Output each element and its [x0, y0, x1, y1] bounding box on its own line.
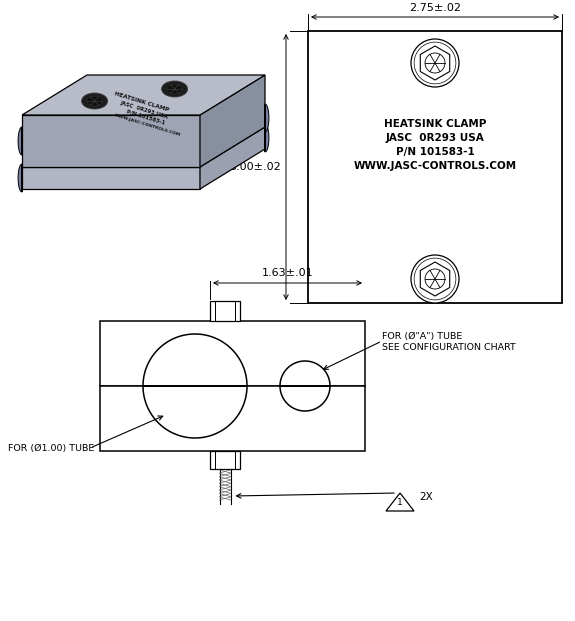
Circle shape	[411, 255, 459, 303]
Bar	[210, 451, 240, 469]
Polygon shape	[22, 167, 200, 189]
Text: WWW.JASC-CONTROLS.COM: WWW.JASC-CONTROLS.COM	[354, 161, 516, 171]
Polygon shape	[420, 262, 450, 296]
Text: HEATSINK CLAMP: HEATSINK CLAMP	[384, 119, 486, 129]
Polygon shape	[200, 127, 265, 189]
Polygon shape	[87, 96, 102, 106]
Text: 1: 1	[397, 499, 403, 507]
Text: 2X: 2X	[419, 492, 433, 502]
Circle shape	[411, 39, 459, 87]
Text: P/N 101583-1: P/N 101583-1	[126, 109, 166, 125]
Text: HEATSINK CLAMP: HEATSINK CLAMP	[114, 91, 170, 113]
Polygon shape	[386, 493, 414, 511]
Bar	[210, 301, 240, 321]
Circle shape	[425, 53, 445, 73]
Polygon shape	[167, 84, 182, 94]
Circle shape	[414, 258, 456, 300]
Polygon shape	[200, 75, 265, 167]
Text: WWW.JASC-CONTROLS.COM: WWW.JASC-CONTROLS.COM	[114, 113, 182, 137]
Ellipse shape	[162, 81, 187, 97]
Ellipse shape	[82, 93, 108, 109]
Polygon shape	[100, 386, 365, 451]
Text: JASC  0R293 USA: JASC 0R293 USA	[119, 101, 168, 120]
Text: 1.63±.01: 1.63±.01	[262, 268, 313, 278]
Text: FOR (Ø"A") TUBE: FOR (Ø"A") TUBE	[382, 332, 462, 340]
Text: P/N 101583-1: P/N 101583-1	[396, 147, 474, 157]
Text: 3.00±.02: 3.00±.02	[229, 162, 281, 172]
Polygon shape	[22, 75, 265, 115]
Circle shape	[414, 42, 456, 84]
Polygon shape	[22, 115, 200, 167]
Bar	[308, 31, 562, 303]
Text: JASC  0R293 USA: JASC 0R293 USA	[386, 133, 484, 143]
Text: 2.75±.02: 2.75±.02	[409, 3, 461, 13]
Polygon shape	[18, 164, 22, 192]
Polygon shape	[18, 127, 22, 155]
Text: FOR (Ø1.00) TUBE: FOR (Ø1.00) TUBE	[8, 443, 94, 453]
Polygon shape	[420, 46, 450, 80]
Polygon shape	[265, 124, 269, 152]
Circle shape	[425, 269, 445, 289]
Polygon shape	[100, 321, 365, 386]
Polygon shape	[265, 104, 269, 132]
Text: SEE CONFIGURATION CHART: SEE CONFIGURATION CHART	[382, 343, 516, 351]
